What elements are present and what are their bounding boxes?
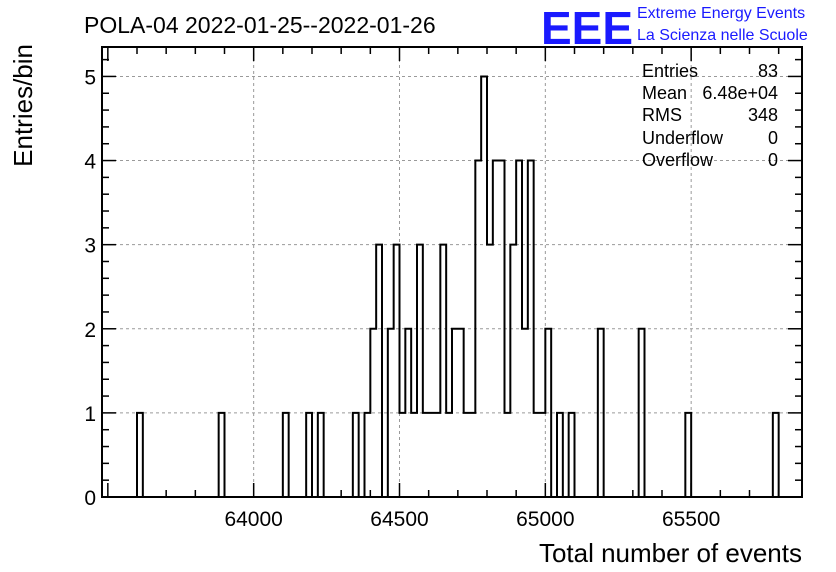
y-tick-label: 3	[84, 235, 96, 258]
logo-line-2: La Scienza nelle Scuole	[637, 27, 808, 44]
x-tick-label: 65500	[662, 508, 720, 531]
stat-label-overflow: Overflow	[642, 150, 714, 170]
stat-value-underflow: 0	[768, 128, 778, 148]
histogram-bar	[400, 413, 406, 497]
histogram-bar	[429, 413, 435, 497]
histogram-bar	[470, 413, 476, 497]
y-tick-label: 0	[84, 487, 96, 510]
histogram-bar	[423, 413, 429, 497]
stat-label-mean: Mean	[642, 83, 687, 103]
y-tick-label: 1	[84, 403, 96, 426]
y-tick-label: 5	[84, 66, 96, 89]
histogram-bar	[435, 413, 441, 497]
chart-title: POLA-04 2022-01-25--2022-01-26	[84, 12, 436, 38]
axis-ticks: 64000 64500 65000 65500 0 1 2 3 4 5	[84, 47, 802, 531]
histogram-bar	[487, 245, 493, 497]
stats-box: Entries 83 Mean 6.48e+04 RMS 348 Underfl…	[642, 61, 778, 170]
eee-logo: EEE Extreme Energy Events La Scienza nel…	[541, 2, 808, 54]
histogram-bar	[505, 413, 511, 497]
histogram-bar	[446, 413, 452, 497]
x-tick-label: 64500	[370, 508, 428, 531]
histogram-bar	[534, 413, 540, 497]
histogram-bar	[411, 413, 417, 497]
histogram-bar	[464, 413, 470, 497]
plot-frame	[101, 46, 803, 498]
histogram-bar	[540, 413, 546, 497]
stat-label-underflow: Underflow	[642, 128, 724, 148]
x-axis-label: Total number of events	[539, 538, 802, 568]
y-axis-label: Entries/bin	[8, 44, 38, 167]
grid	[102, 47, 802, 497]
y-tick-label: 4	[84, 151, 96, 174]
stat-label-rms: RMS	[642, 105, 682, 125]
x-tick-label: 64000	[224, 508, 282, 531]
stat-value-rms: 348	[748, 105, 778, 125]
y-tick-label: 2	[84, 319, 96, 342]
stat-value-entries: 83	[758, 61, 778, 81]
stat-label-entries: Entries	[642, 61, 698, 81]
stat-value-mean: 6.48e+04	[702, 83, 778, 103]
logo-line-1: Extreme Energy Events	[637, 5, 805, 22]
x-tick-label: 65000	[516, 508, 574, 531]
stat-value-overflow: 0	[768, 150, 778, 170]
logo-letters: EEE	[541, 2, 633, 54]
